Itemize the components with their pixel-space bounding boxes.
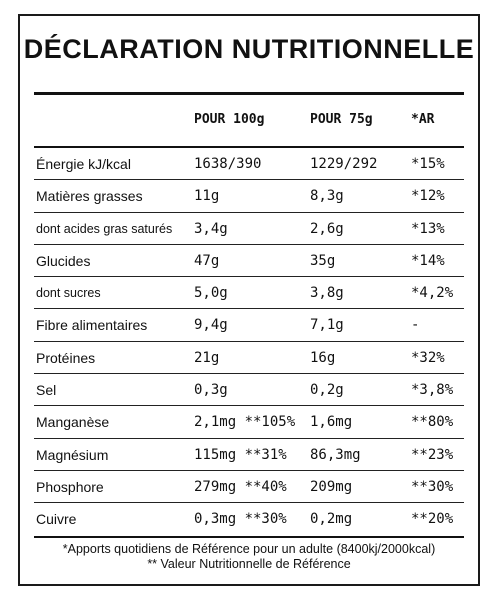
nutrient-name: Magnésium <box>36 446 109 463</box>
nutrient-name: Cuivre <box>36 511 77 528</box>
value-per-100g: 21g <box>194 349 220 366</box>
header-per-100g: POUR 100g <box>194 112 265 127</box>
value-per-100g: 0,3mg **30% <box>194 511 287 528</box>
table-row: dont acides gras saturés 3,4g 2,6g *13% <box>34 213 464 245</box>
nutrient-name: Matières grasses <box>36 188 143 205</box>
value-ar: *13% <box>411 220 445 237</box>
value-ar: *15% <box>411 156 445 172</box>
value-per-100g: 2,1mg **105% <box>194 414 296 431</box>
nutrient-name: Phosphore <box>36 478 104 495</box>
value-per-100g: 47g <box>194 252 220 269</box>
table-row: Manganèse 2,1mg **105% 1,6mg **80% <box>34 406 464 439</box>
header-divider <box>34 146 464 148</box>
value-per-75g: 16g <box>310 349 336 366</box>
nutrient-name: Sel <box>36 382 57 399</box>
value-ar: *32% <box>411 349 445 366</box>
value-per-75g: 86,3mg <box>310 446 361 463</box>
value-per-100g: 11g <box>194 188 220 205</box>
nutrient-name: Énergie kJ/kcal <box>36 156 131 172</box>
table-row: Phosphore 279mg **40% 209mg **30% <box>34 471 464 504</box>
value-per-100g: 115mg **31% <box>194 446 287 463</box>
nutrient-name: dont sucres <box>36 286 101 301</box>
header-ar: *AR <box>411 112 435 127</box>
nutrition-panel: DÉCLARATION NUTRITIONNELLE POUR 100g POU… <box>18 14 480 586</box>
value-ar: *3,8% <box>411 382 454 399</box>
value-ar: *14% <box>411 252 445 269</box>
table-row: Sel 0,3g 0,2g *3,8% <box>34 374 464 407</box>
table-row: dont sucres 5,0g 3,8g *4,2% <box>34 277 464 310</box>
value-ar: **20% <box>411 511 454 528</box>
table-row: Glucides 47g 35g *14% <box>34 245 464 278</box>
value-ar: *4,2% <box>411 285 454 302</box>
title-divider <box>34 92 464 95</box>
nutrient-name: dont acides gras saturés <box>36 221 173 236</box>
nutrient-name: Protéines <box>36 349 96 366</box>
table-row: Matières grasses 11g 8,3g *12% <box>34 180 464 213</box>
value-per-100g: 9,4g <box>194 317 228 334</box>
nutrient-name: Manganèse <box>36 414 110 431</box>
value-per-100g: 279mg **40% <box>194 478 287 495</box>
table-row: Énergie kJ/kcal 1638/390 1229/292 *15% <box>34 148 464 181</box>
value-ar: *12% <box>411 188 445 205</box>
value-per-75g: 3,8g <box>310 285 344 302</box>
value-per-100g: 5,0g <box>194 285 228 302</box>
table-row: Magnésium 115mg **31% 86,3mg **23% <box>34 439 464 471</box>
value-per-75g: 209mg <box>310 478 353 495</box>
value-per-75g: 0,2mg <box>310 511 353 528</box>
value-per-75g: 35g <box>310 252 336 269</box>
value-per-75g: 1229/292 <box>310 156 378 172</box>
nutrient-name: Glucides <box>36 252 91 269</box>
footnote-reference-intake: *Apports quotidiens de Référence pour un… <box>62 542 436 556</box>
panel-title: DÉCLARATION NUTRITIONNELLE <box>23 34 475 64</box>
nutrient-name: Fibre alimentaires <box>36 317 148 334</box>
value-per-75g: 0,2g <box>310 382 344 399</box>
value-ar: **80% <box>411 414 454 431</box>
value-ar: **30% <box>411 478 454 495</box>
nutrition-table: Énergie kJ/kcal 1638/390 1229/292 *15% M… <box>34 148 464 535</box>
footer-divider <box>34 536 464 538</box>
value-per-100g: 1638/390 <box>194 156 262 172</box>
value-ar: - <box>411 317 420 334</box>
value-per-75g: 2,6g <box>310 220 344 237</box>
value-per-75g: 7,1g <box>310 317 344 334</box>
table-row: Protéines 21g 16g *32% <box>34 342 464 375</box>
value-per-100g: 3,4g <box>194 220 228 237</box>
footnote-nutrient-reference: ** Valeur Nutritionnelle de Référence <box>147 557 351 571</box>
value-per-100g: 0,3g <box>194 382 228 399</box>
value-ar: **23% <box>411 446 454 463</box>
table-header: POUR 100g POUR 75g *AR <box>34 112 464 136</box>
header-per-75g: POUR 75g <box>310 112 373 127</box>
table-row: Fibre alimentaires 9,4g 7,1g - <box>34 309 464 342</box>
value-per-75g: 1,6mg <box>310 414 353 431</box>
value-per-75g: 8,3g <box>310 188 344 205</box>
table-row: Cuivre 0,3mg **30% 0,2mg **20% <box>34 503 464 534</box>
